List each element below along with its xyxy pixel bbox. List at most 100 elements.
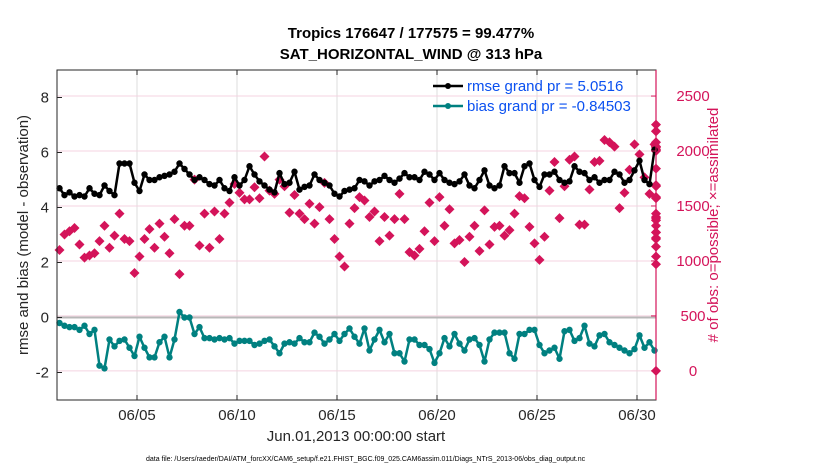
bias-point — [136, 333, 143, 340]
obs-count-point — [384, 230, 395, 241]
obs-count-point — [289, 189, 300, 200]
bias-point — [411, 336, 418, 343]
bias-point — [541, 350, 548, 357]
rmse-point — [271, 189, 278, 196]
bias-point — [301, 339, 308, 346]
rmse-point — [321, 179, 328, 186]
rmse-point — [426, 171, 433, 178]
bias-point — [121, 336, 128, 343]
bias-point — [651, 347, 658, 354]
bias-point — [296, 334, 303, 342]
y-axis-right-label: # of obs: o=possible; ×=assimilated — [705, 108, 722, 343]
legend-rmse-marker — [445, 83, 451, 89]
rmse-point — [176, 160, 183, 167]
obs-count-point — [149, 242, 160, 253]
obs-count-point — [464, 231, 475, 242]
x-tick-label: 06/30 — [618, 407, 656, 424]
rmse-point — [356, 176, 363, 184]
chart-title: Tropics 176647 / 177575 = 99.477% — [288, 25, 534, 42]
obs-count-point — [114, 208, 125, 219]
obs-count-point — [164, 248, 175, 259]
rmse-point — [166, 171, 173, 178]
obs-count-point — [434, 192, 445, 203]
y-tick-label: 2 — [41, 255, 49, 272]
rmse-point — [411, 174, 418, 181]
rmse-point — [476, 176, 483, 184]
obs-count-point — [479, 205, 490, 216]
rmse-point — [361, 178, 368, 185]
rmse-point — [526, 160, 533, 167]
obs-count-point — [379, 211, 390, 222]
bias-point — [391, 350, 398, 357]
bias-point — [441, 334, 448, 342]
rmse-point — [161, 172, 168, 180]
bias-point — [546, 347, 553, 354]
bias-point — [241, 337, 248, 345]
bias-point — [616, 344, 623, 351]
obs-count-point — [224, 197, 235, 208]
rmse-point — [241, 176, 248, 184]
bias-point — [321, 340, 328, 347]
obs-count-point — [634, 149, 645, 160]
obs-count-point — [69, 222, 80, 233]
rmse-point — [481, 167, 488, 174]
bias-point — [576, 334, 583, 342]
bias-point — [556, 355, 563, 362]
rmse-point — [561, 179, 568, 186]
bias-point — [476, 341, 483, 349]
rmse-point — [391, 179, 398, 186]
bias-point — [431, 359, 438, 367]
bias-point — [386, 330, 393, 338]
bias-point — [646, 339, 653, 346]
rmse-point — [536, 183, 543, 191]
rmse-point — [406, 174, 413, 181]
obs-count-point — [249, 182, 260, 193]
rmse-point — [236, 182, 243, 189]
obs-count-point — [204, 242, 215, 253]
rmse-point — [446, 179, 453, 186]
obs-count-point — [499, 230, 510, 241]
y-right-tick-label: 2500 — [676, 88, 709, 105]
obs-count-point — [194, 240, 205, 251]
obs-count-point — [219, 208, 230, 219]
bias-point — [261, 337, 268, 345]
legend-rmse-label: rmse grand pr = 5.0516 — [467, 78, 623, 95]
legend-bias-marker — [445, 103, 451, 109]
bias-point — [211, 336, 218, 343]
rmse-point — [401, 169, 408, 177]
x-axis: 06/05 06/10 06/15 06/20 06/25 06/30 — [118, 70, 656, 424]
y-right-tick-label: 1500 — [676, 198, 709, 215]
bias-point — [406, 336, 413, 343]
obs-count-point — [184, 220, 195, 231]
obs-count-point — [469, 220, 480, 231]
rmse-point — [506, 169, 513, 177]
rmse-point — [116, 160, 123, 167]
bias-point — [396, 350, 403, 357]
rmse-point — [416, 176, 423, 184]
obs-count-point — [314, 202, 325, 213]
bias-point — [86, 330, 93, 338]
bias-point — [286, 339, 293, 346]
rmse-point — [296, 186, 303, 193]
rmse-point — [66, 189, 73, 196]
bias-point — [626, 350, 633, 357]
obs-count-point — [134, 251, 145, 262]
bias-point — [491, 329, 498, 336]
rmse-point — [631, 167, 638, 174]
bias-point — [71, 323, 78, 331]
rmse-point — [386, 176, 393, 184]
bias-point — [196, 323, 203, 331]
rmse-point — [541, 171, 548, 178]
obs-count-point — [349, 203, 360, 214]
obs-count-point — [124, 236, 135, 247]
bias-point — [166, 354, 173, 361]
rmse-point — [91, 190, 98, 197]
rmse-point — [71, 193, 78, 200]
bias-point — [526, 326, 533, 334]
y-right-tick-label: 1000 — [676, 253, 709, 270]
obs-count-point — [334, 251, 345, 262]
rmse-point — [141, 171, 148, 178]
obs-count-point — [494, 220, 505, 231]
rmse-point — [366, 182, 373, 189]
